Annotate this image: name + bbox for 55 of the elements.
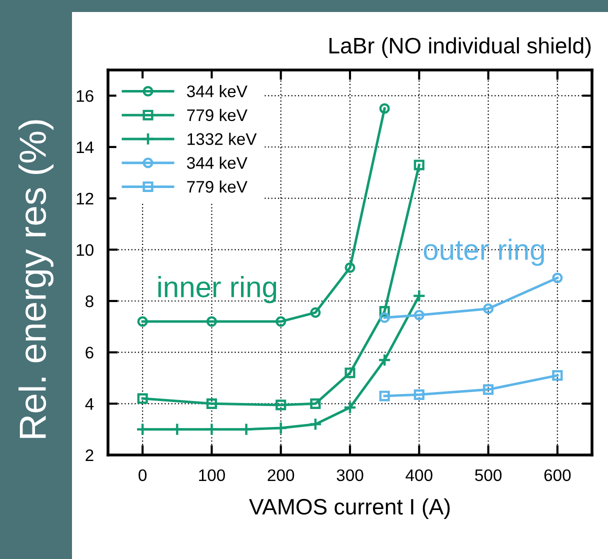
point [412,289,426,303]
point [379,306,390,317]
point [552,370,563,381]
point [378,353,392,367]
y-tick-label: 14 [76,142,94,154]
annotation: inner ring [158,276,276,304]
y-axis-title: Rel. energy res (%) [18,120,54,438]
x-tick-label: 0 [138,469,147,482]
y-tick-label: 16 [76,90,94,102]
x-tick-label: 500 [475,469,502,482]
y-tick-label: 6 [86,346,94,359]
point [414,160,424,170]
point [552,272,563,284]
legend-label: 779 keV [187,108,248,122]
y-tick-label: 4 [85,398,94,410]
point [137,316,148,327]
point [379,312,390,323]
legend-label: 344 keV [186,85,248,98]
point [344,368,356,378]
x-tick-label: 200 [268,469,294,482]
point [170,422,184,436]
point [240,422,253,436]
point [137,393,148,404]
point [308,418,322,431]
point [206,398,217,409]
point [414,310,424,320]
point [276,400,286,410]
y-tick-label: 10 [76,244,94,256]
y-tick-label: 8 [86,295,94,308]
point [414,389,424,400]
x-tick-label: 300 [336,469,364,482]
point [379,390,390,402]
legend-label: 1332 keV [188,132,257,145]
point [310,307,321,318]
chart-title: LaBr (NO individual shield) [330,37,591,58]
point [136,422,150,436]
point [483,303,494,314]
point [379,103,390,114]
annotation: outer ring [424,238,544,266]
legend-label: 779 keV [187,180,248,193]
point [206,316,217,327]
point [205,422,218,436]
y-tick-label: 12 [76,192,94,204]
point [344,262,356,273]
point [483,384,494,395]
x-tick-label: 100 [199,469,225,482]
point [343,400,357,414]
x-tick-label: 600 [544,469,571,482]
legend-label: 344 keV [186,156,248,169]
point [274,421,288,435]
point [310,398,321,409]
y-tick-label: 2 [86,449,94,462]
point [276,316,286,327]
x-axis-title: VAMOS current I (A) [249,498,450,520]
x-tick-label: 400 [406,469,432,482]
